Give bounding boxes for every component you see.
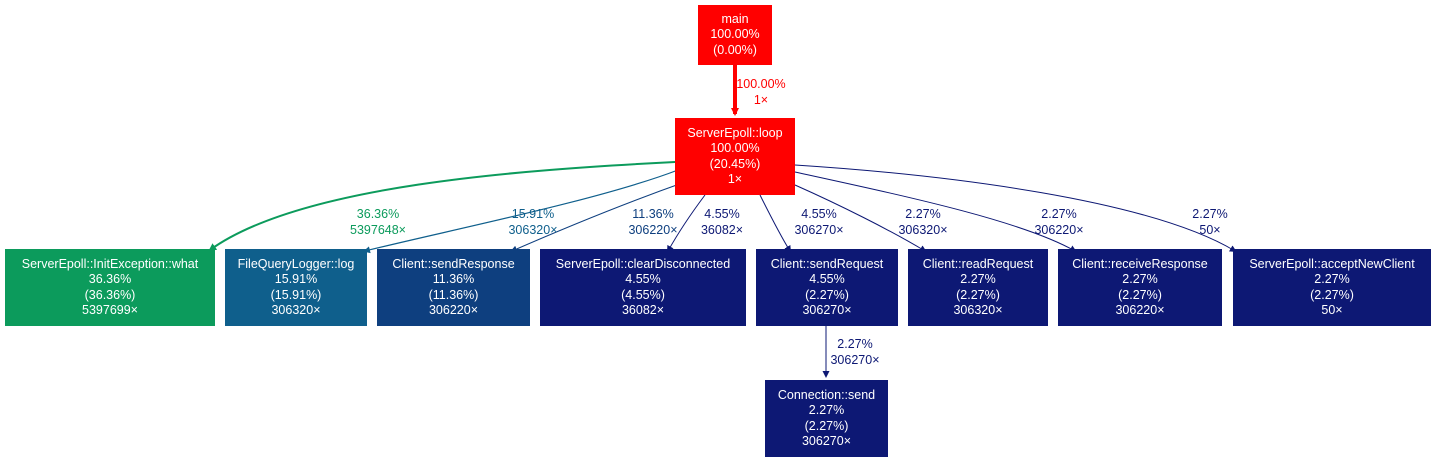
edge-loop-to-initexception-what [208, 161, 676, 252]
edge-loop-to-client-readrequest [794, 184, 927, 253]
node-call-count: 306220× [428, 303, 478, 317]
node-client-sendresponse[interactable]: Client::sendResponse 11.36% (11.36%) 306… [377, 249, 530, 326]
node-self-percent: (0.00%) [713, 42, 757, 57]
edge-loop-to-client-receiveresponse [794, 171, 1077, 252]
edge-percent: 2.27% [837, 337, 873, 351]
edge-calls: 306270× [830, 352, 880, 367]
edge-percent: 15.91% [511, 207, 555, 221]
node-call-count: 306320× [953, 303, 1003, 317]
edge-calls: 36082× [700, 222, 744, 237]
node-function-name: Client::readRequest [922, 256, 1034, 271]
edge-label-loop-log: 15.91% 306320× [500, 207, 566, 238]
edge-percent: 4.55% [704, 207, 740, 221]
node-self-percent: (2.27%) [804, 418, 849, 433]
node-clear-disconnected[interactable]: ServerEpoll::clearDisconnected 4.55% (4.… [540, 249, 746, 326]
node-filequerylogger-log[interactable]: FileQueryLogger::log 15.91% (15.91%) 306… [225, 249, 367, 326]
node-client-sendrequest[interactable]: Client::sendRequest 4.55% (2.27%) 306270… [756, 249, 898, 326]
node-total-percent: 100.00% [710, 141, 760, 155]
node-function-name: ServerEpoll::clearDisconnected [555, 256, 731, 271]
edge-calls: 306220× [628, 222, 678, 237]
node-call-count: 50× [1321, 303, 1343, 317]
edge-label-sendrequest-connsend: 2.27% 306270× [822, 337, 888, 368]
node-function-name: ServerEpoll::InitException::what [21, 256, 199, 271]
edge-loop-to-filequerylogger-log [363, 169, 679, 254]
node-call-count: 306270× [801, 434, 851, 448]
edge-label-main-loop: 100.00% 1× [733, 77, 789, 108]
node-self-percent: (36.36%) [84, 287, 136, 302]
node-client-receiveresponse[interactable]: Client::receiveResponse 2.27% (2.27%) 30… [1058, 249, 1222, 326]
node-accept-new-client[interactable]: ServerEpoll::acceptNewClient 2.27% (2.27… [1233, 249, 1431, 326]
edge-calls: 5397648× [350, 222, 406, 237]
edge-calls: 1× [753, 92, 769, 107]
node-self-percent: (2.27%) [1118, 287, 1162, 302]
edge-calls: 306270× [794, 222, 844, 237]
edge-label-loop-sendrequest: 4.55% 306270× [786, 207, 852, 238]
edge-percent: 11.36% [632, 207, 674, 221]
node-total-percent: 15.91% [274, 272, 318, 286]
node-call-count: 306270× [802, 303, 852, 317]
edge-percent: 100.00% [736, 77, 786, 91]
node-call-count: 306220× [1115, 303, 1165, 317]
node-function-name: main [721, 11, 749, 26]
edge-calls: 306220× [1034, 222, 1084, 237]
node-self-percent: (15.91%) [270, 287, 322, 302]
node-function-name: Client::sendRequest [770, 256, 884, 271]
edge-percent: 36.36% [356, 207, 400, 221]
node-total-percent: 11.36% [432, 272, 475, 286]
edge-label-loop-acceptnewclient: 2.27% 50× [1182, 207, 1238, 238]
node-total-percent: 4.55% [809, 272, 845, 286]
node-function-name: ServerEpoll::loop [687, 125, 783, 140]
node-serverepoll-loop[interactable]: ServerEpoll::loop 100.00% (20.45%) 1× [675, 118, 795, 195]
node-function-name: FileQueryLogger::log [237, 256, 355, 271]
node-total-percent: 2.27% [960, 272, 996, 286]
edge-calls: 306320× [508, 222, 558, 237]
edge-label-loop-readrequest: 2.27% 306320× [890, 207, 956, 238]
edge-label-loop-receiveresponse: 2.27% 306220× [1026, 207, 1092, 238]
node-call-count: 1× [727, 172, 743, 186]
edge-loop-to-clear-disconnected [667, 194, 706, 253]
edge-loop-to-accept-new-client [794, 164, 1237, 253]
node-self-percent: (11.36%) [428, 287, 479, 302]
node-self-percent: (2.27%) [1310, 287, 1354, 302]
node-call-count: 306320× [271, 303, 321, 317]
node-function-name: Connection::send [777, 387, 876, 402]
edge-label-loop-sendresponse: 11.36% 306220× [620, 207, 686, 238]
node-call-count: 36082× [621, 303, 665, 317]
node-function-name: ServerEpoll::acceptNewClient [1249, 256, 1415, 271]
node-call-count: 5397699× [82, 303, 138, 317]
node-total-percent: 2.27% [808, 403, 845, 417]
node-self-percent: (2.27%) [956, 287, 1000, 302]
node-connection-send[interactable]: Connection::send 2.27% (2.27%) 306270× [765, 380, 888, 457]
node-total-percent: 2.27% [1122, 272, 1158, 286]
node-total-percent: 36.36% [88, 272, 132, 286]
node-function-name: Client::sendResponse [392, 256, 515, 271]
node-self-percent: (20.45%) [709, 156, 761, 171]
edge-label-loop-what: 36.36% 5397648× [343, 207, 413, 238]
node-client-readrequest[interactable]: Client::readRequest 2.27% (2.27%) 306320… [908, 249, 1048, 326]
edge-label-loop-cleardisconnected: 4.55% 36082× [694, 207, 750, 238]
edge-percent: 4.55% [801, 207, 837, 221]
edge-loop-to-client-sendrequest [759, 194, 792, 253]
node-total-percent: 4.55% [625, 272, 661, 286]
edge-loop-to-client-sendresponse [510, 181, 686, 253]
node-function-name: Client::receiveResponse [1072, 256, 1208, 271]
edge-calls: 50× [1199, 222, 1221, 237]
node-initexception-what[interactable]: ServerEpoll::InitException::what 36.36% … [5, 249, 215, 326]
edge-percent: 2.27% [1192, 207, 1228, 221]
edge-calls: 306320× [898, 222, 948, 237]
node-self-percent: (2.27%) [805, 287, 849, 302]
node-total-percent: 2.27% [1314, 272, 1350, 286]
node-main[interactable]: main 100.00% (0.00%) [698, 5, 772, 65]
edge-percent: 2.27% [905, 207, 941, 221]
edge-percent: 2.27% [1041, 207, 1077, 221]
node-total-percent: 100.00% [710, 27, 760, 42]
node-self-percent: (4.55%) [621, 287, 665, 302]
